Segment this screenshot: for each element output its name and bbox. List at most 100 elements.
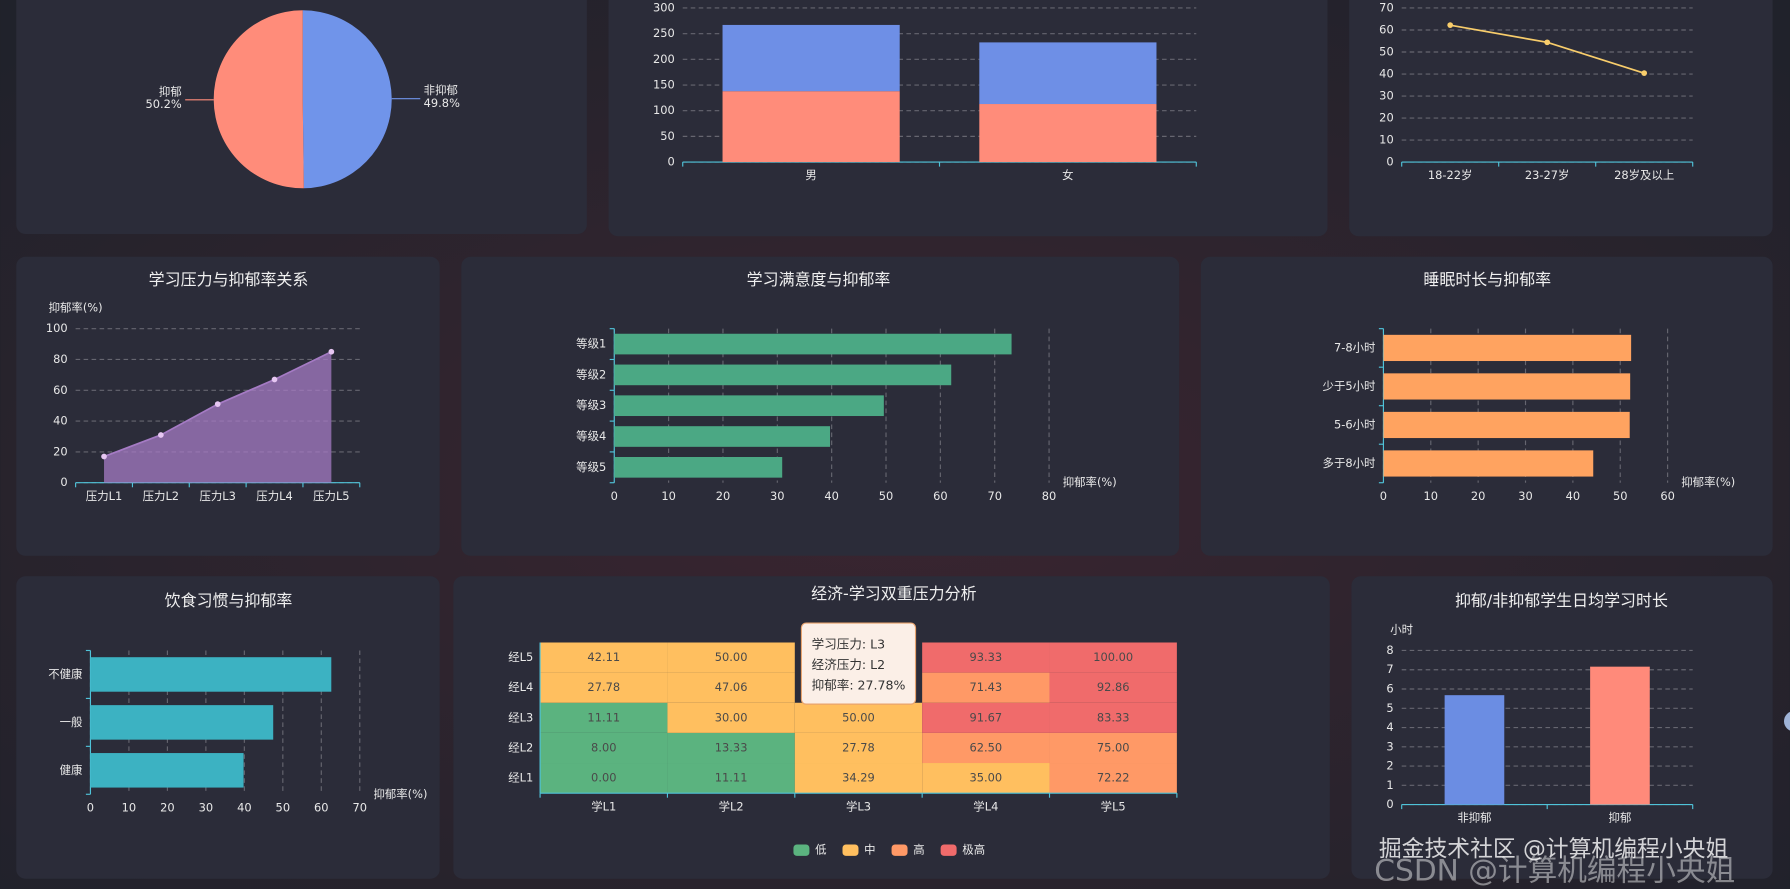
panel	[1200, 256, 1773, 556]
cell-label: 13.33	[715, 740, 748, 754]
y-tick-label: 多于8小时	[1323, 456, 1376, 470]
y-tick-label: 70	[1379, 0, 1394, 14]
y-tick-label: 经L2	[508, 740, 533, 754]
x-tick-label: 压力L3	[199, 489, 235, 503]
x-tick-label: 18-22岁	[1428, 168, 1473, 182]
cell-label: 71.43	[970, 680, 1003, 694]
heat-cell	[922, 672, 1050, 703]
legend-label: 极高	[962, 843, 985, 857]
y-tick-label: 7	[1386, 662, 1393, 676]
bar	[614, 364, 952, 386]
bar-segment	[722, 24, 900, 92]
x-tick-label: 10	[661, 489, 676, 503]
y-tick-label: 8	[1386, 643, 1393, 657]
bar	[614, 333, 1012, 355]
cell-label: 11.11	[715, 771, 748, 785]
y-axis-title: 小时	[1390, 622, 1413, 636]
cell-label: 93.33	[970, 650, 1003, 664]
point	[214, 401, 221, 408]
cell-label: 27.78	[587, 680, 620, 694]
x-tick-label: 女	[1062, 168, 1073, 182]
x-axis-title: 抑郁率(%)	[1063, 475, 1117, 489]
y-tick-label: 100	[46, 321, 68, 335]
tooltip-line: 经济压力: L2	[812, 657, 885, 672]
bar	[1590, 666, 1650, 805]
heat-cell	[667, 732, 795, 764]
x-tick-label: 学L1	[591, 799, 616, 813]
heat-cell	[1049, 763, 1177, 794]
x-tick-label: 0	[611, 489, 618, 503]
x-tick-label: 压力L5	[313, 489, 349, 503]
panel	[1349, 0, 1773, 237]
bar	[1383, 450, 1594, 477]
x-tick-label: 10	[122, 800, 137, 814]
y-tick-label: 1	[1386, 778, 1393, 792]
heat-cell	[540, 672, 668, 703]
bar	[614, 426, 831, 447]
chart-title: 学习压力与抑郁率关系	[149, 270, 309, 289]
heat-cell	[667, 763, 795, 794]
cell-label: 83.33	[1097, 710, 1130, 724]
tooltip	[800, 622, 917, 705]
y-tick-label: 经L4	[508, 680, 533, 694]
heat-cell	[667, 672, 795, 703]
y-tick-label: 20	[53, 444, 68, 458]
cell-label: 92.86	[1097, 680, 1130, 694]
chart-title: 饮食习惯与抑郁率	[165, 591, 293, 610]
y-tick-label: 50	[1379, 45, 1394, 59]
x-tick-label: 30	[199, 800, 214, 814]
bar-segment	[722, 91, 900, 163]
bar	[90, 753, 244, 788]
x-tick-label: 压力L4	[256, 489, 292, 503]
heat-cell	[1049, 732, 1177, 764]
point	[1544, 39, 1551, 46]
x-tick-label: 50	[1613, 489, 1628, 503]
y-tick-label: 等级4	[576, 429, 606, 443]
x-tick-label: 男	[805, 168, 816, 182]
y-tick-label: 经L5	[508, 650, 533, 664]
legend-label: 低	[815, 843, 827, 857]
y-tick-label: 60	[53, 383, 68, 397]
cell-label: 35.00	[970, 771, 1003, 785]
y-tick-label: 0	[1386, 797, 1393, 811]
x-tick-label: 40	[1566, 489, 1581, 503]
x-tick-label: 压力L1	[86, 489, 122, 503]
legend-label: 中	[864, 843, 875, 857]
y-tick-label: 40	[1379, 67, 1394, 81]
y-tick-label: 150	[653, 78, 675, 92]
tooltip-line: 抑郁率: 27.78%	[812, 677, 906, 692]
legend-label: 高	[913, 843, 924, 857]
side-button[interactable]	[1784, 711, 1790, 732]
y-tick-label: 0	[667, 155, 674, 169]
heat-cell	[540, 763, 668, 794]
pie-slice	[302, 10, 392, 189]
y-tick-label: 5-6小时	[1334, 417, 1375, 431]
y-tick-label: 250	[653, 26, 675, 40]
x-tick-label: 抑郁	[1609, 811, 1632, 825]
watermark: 掘金技术社区 @计算机编程小央姐	[1379, 837, 1728, 863]
cell-label: 75.00	[1097, 740, 1130, 754]
cell-label: 0.00	[591, 771, 616, 785]
x-tick-label: 70	[353, 800, 368, 814]
slice-label: 抑郁	[159, 84, 182, 98]
cell-label: 100.00	[1093, 650, 1133, 664]
heat-cell	[922, 732, 1050, 764]
panel	[608, 0, 1328, 237]
x-tick-label: 30	[1518, 489, 1533, 503]
y-tick-label: 经L1	[508, 771, 533, 785]
bar-segment	[979, 42, 1157, 105]
bar	[1383, 334, 1632, 362]
y-tick-label: 200	[653, 52, 675, 66]
y-tick-label: 50	[660, 129, 675, 143]
pie-slice	[213, 10, 304, 189]
heat-cell	[794, 702, 923, 733]
y-tick-label: 经L3	[508, 710, 533, 724]
heat-cell	[922, 642, 1050, 673]
y-tick-label: 健康	[60, 763, 83, 777]
x-tick-label: 学L4	[973, 799, 998, 813]
x-tick-label: 学L5	[1101, 799, 1126, 813]
y-tick-label: 4	[1386, 720, 1393, 734]
y-tick-label: 100	[653, 103, 675, 117]
y-tick-label: 7-8小时	[1334, 340, 1375, 354]
